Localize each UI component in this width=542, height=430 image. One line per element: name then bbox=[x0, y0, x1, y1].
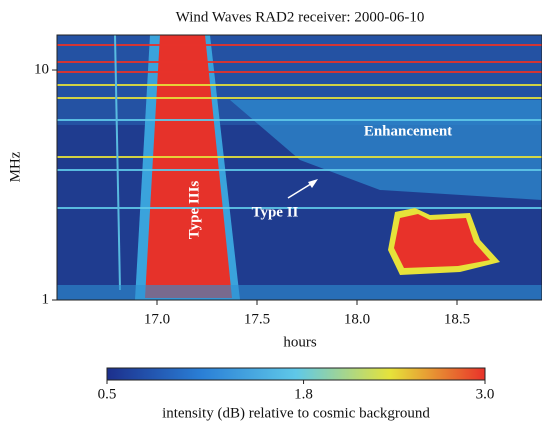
annotation-arrowhead bbox=[308, 179, 318, 188]
x-tick-label: 18.0 bbox=[344, 311, 370, 327]
annotation-arrow bbox=[287, 181, 315, 199]
colorbar bbox=[106, 367, 486, 381]
y-tick-label: 10 bbox=[34, 61, 49, 77]
annotation: Enhancement bbox=[364, 123, 452, 139]
plot-frame bbox=[56, 34, 542, 301]
x-tick-label: 18.5 bbox=[444, 311, 470, 327]
colorbar-tick-label: 0.5 bbox=[98, 386, 117, 402]
colorbar-tick-label: 1.8 bbox=[294, 386, 313, 402]
annotation: Type IIIs bbox=[186, 181, 202, 240]
chart-title: Wind Waves RAD2 receiver: 2000-06-10 bbox=[176, 9, 425, 25]
spectrogram-image bbox=[57, 35, 542, 300]
colorbar-tick-label: 3.0 bbox=[476, 386, 495, 402]
annotation: Type II bbox=[252, 204, 299, 220]
y-axis-label: MHz bbox=[7, 151, 23, 182]
colorbar-label: intensity (dB) relative to cosmic backgr… bbox=[162, 405, 430, 421]
x-tick-label: 17.5 bbox=[244, 311, 270, 327]
x-axis-label: hours bbox=[283, 334, 316, 350]
x-tick-label: 17.0 bbox=[144, 311, 170, 327]
y-tick-label: 1 bbox=[42, 291, 50, 307]
